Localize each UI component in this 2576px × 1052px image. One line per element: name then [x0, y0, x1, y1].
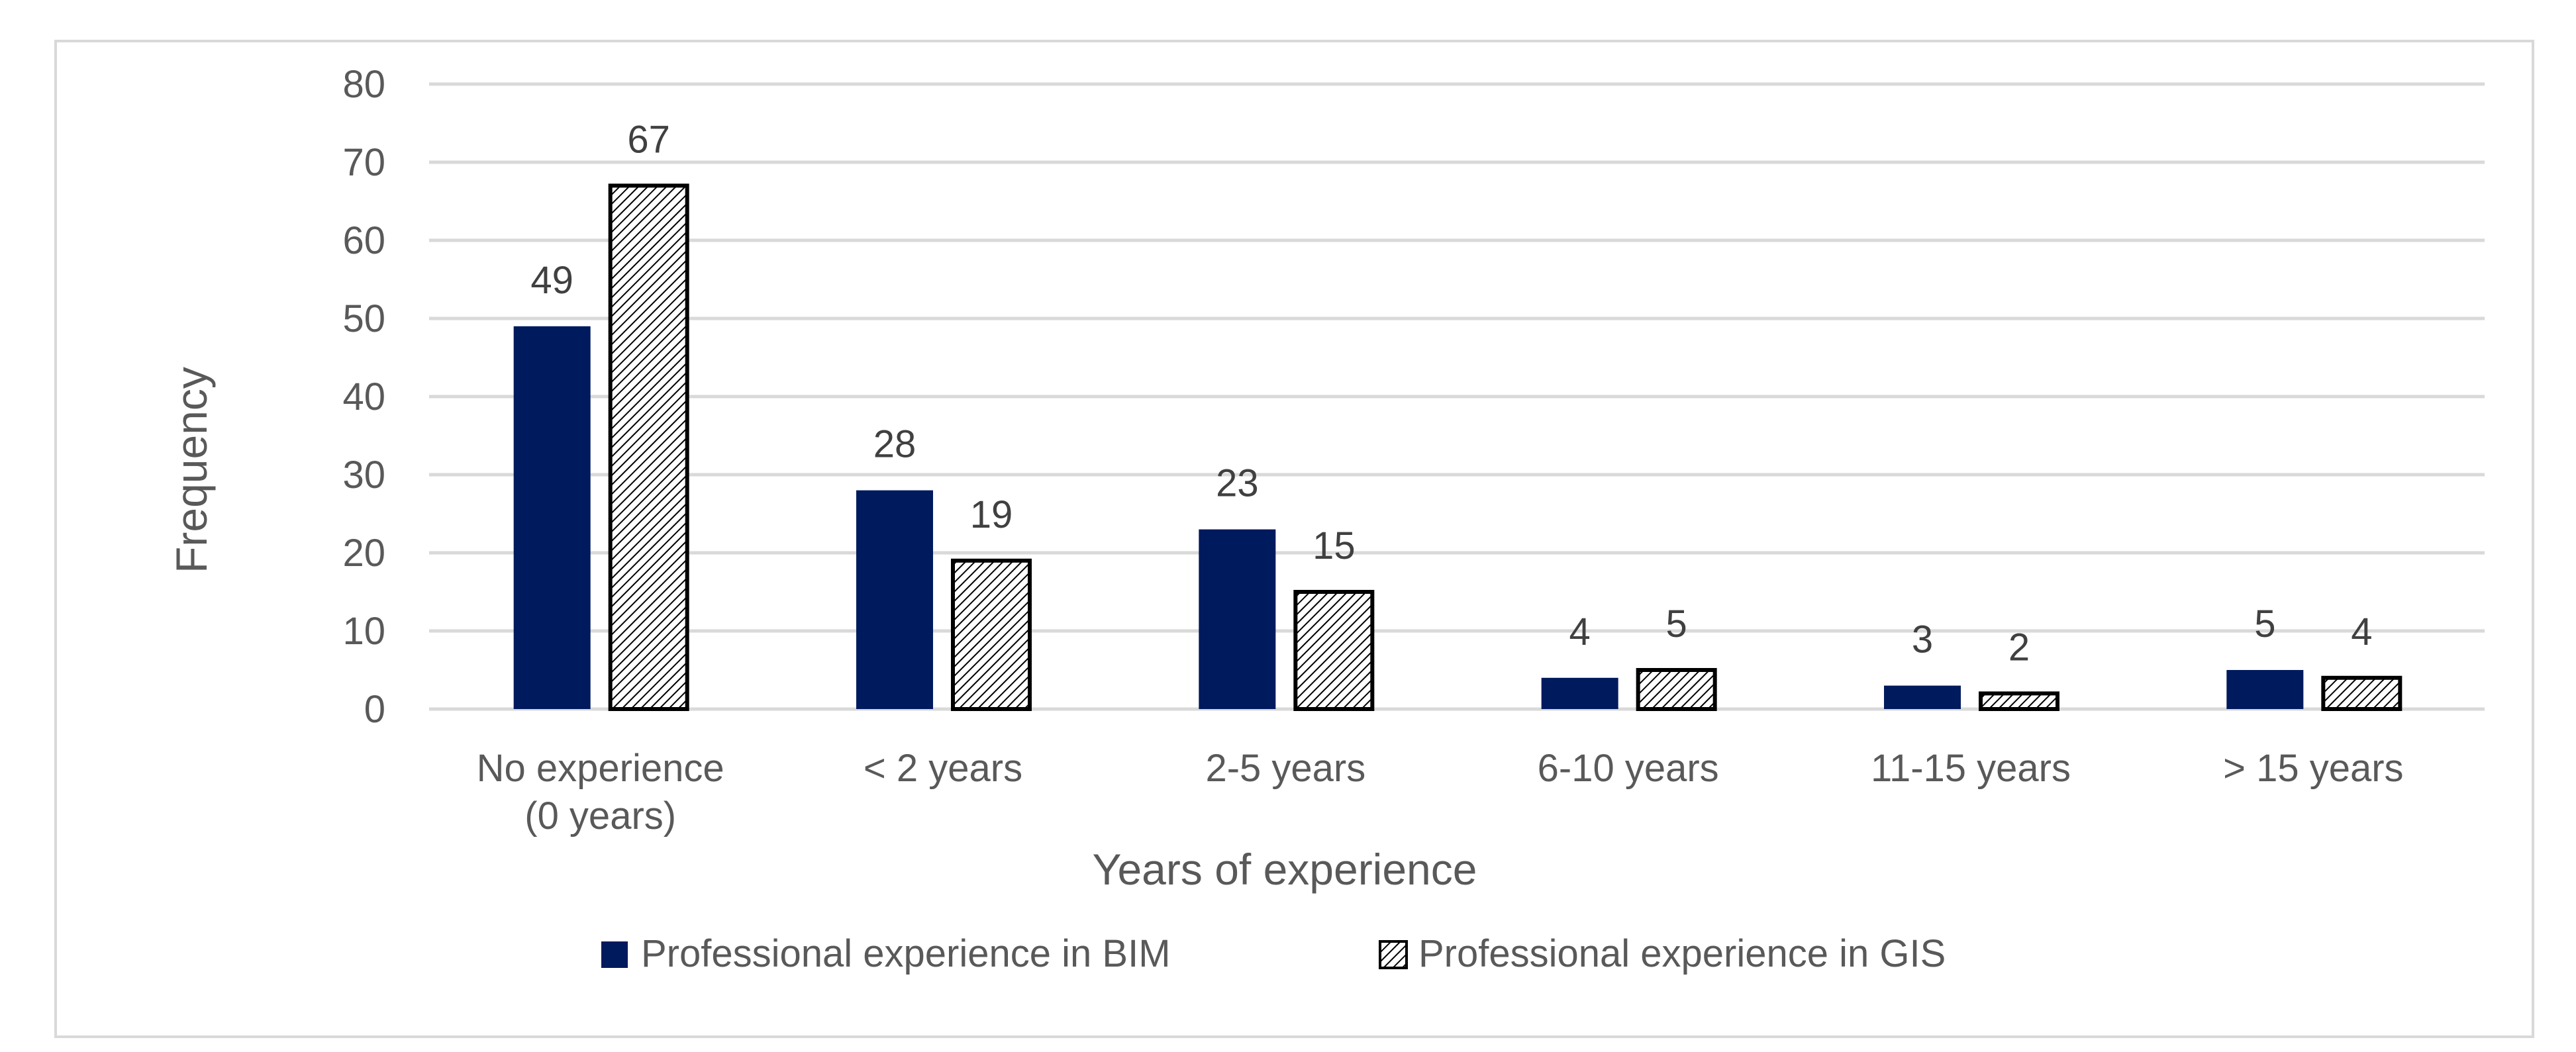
y-tick-label-30: 30 [342, 454, 385, 497]
data-label-gis-2: 15 [1313, 524, 1356, 567]
data-label-bim-5: 5 [2254, 602, 2275, 646]
bar-gis-5 [2321, 675, 2403, 711]
bar-bim-4 [1884, 685, 1961, 709]
y-tick-label-60: 60 [342, 219, 385, 262]
legend-swatch-bim [601, 941, 628, 968]
x-tick-label-1: < 2 years [864, 747, 1022, 790]
bar-gis-3 [1636, 668, 1717, 711]
data-label-gis-4: 2 [2008, 626, 2030, 669]
data-label-bim-0: 49 [530, 259, 573, 302]
x-axis-ticks: No experience (0 years) < 2 years 2-5 years… [477, 747, 2404, 837]
x-tick-label-2: 2-5 years [1205, 747, 1365, 790]
x-tick-label-3: 6-10 years [1538, 747, 1719, 790]
y-tick-label-70: 70 [342, 141, 385, 184]
y-tick-label-40: 40 [342, 375, 385, 418]
gridlines [429, 82, 2485, 711]
bar-gis-1 [951, 558, 1032, 711]
bar-bim-3 [1541, 677, 1618, 709]
data-label-gis-3: 5 [1666, 602, 1687, 646]
data-label-bim-1: 28 [873, 423, 916, 466]
y-tick-label-10: 10 [342, 610, 385, 653]
y-axis-ticks: 0 10 20 30 40 50 60 70 80 [342, 63, 385, 731]
y-tick-label-20: 20 [342, 532, 385, 575]
bars [513, 183, 2403, 712]
data-label-bim-2: 23 [1216, 462, 1259, 505]
data-label-gis-1: 19 [970, 493, 1013, 536]
x-tick-label-5: > 15 years [2223, 747, 2403, 790]
data-labels: 49 67 28 19 23 15 4 5 3 2 5 4 [530, 118, 2372, 669]
data-label-bim-4: 3 [1912, 618, 1933, 661]
legend: Professional experience in BIM Professio… [601, 932, 1946, 975]
bar-gis-0 [608, 183, 689, 711]
bar-bim-0 [513, 326, 591, 709]
bar-bim-2 [1199, 529, 1276, 709]
y-tick-label-50: 50 [342, 297, 385, 340]
legend-swatch-gis [1379, 940, 1408, 969]
bar-gis-4 [1979, 691, 2059, 712]
legend-label-bim: Professional experience in BIM [641, 932, 1171, 975]
bar-bim-1 [856, 490, 933, 709]
y-axis-title: Frequency [167, 367, 216, 573]
x-axis-title: Years of experience [1093, 845, 1477, 894]
bar-bim-5 [2226, 670, 2304, 709]
bar-gis-2 [1293, 590, 1375, 711]
data-label-bim-3: 4 [1569, 610, 1591, 653]
data-label-gis-5: 4 [2351, 610, 2372, 653]
legend-label-gis: Professional experience in GIS [1418, 932, 1946, 975]
data-label-gis-0: 67 [627, 118, 670, 161]
y-tick-label-80: 80 [342, 63, 385, 106]
y-tick-label-0: 0 [364, 688, 385, 731]
x-tick-label-4: 11-15 years [1871, 747, 2071, 790]
chart-frame [54, 40, 2534, 1038]
x-tick-label-0: No experience (0 years) [477, 747, 724, 837]
